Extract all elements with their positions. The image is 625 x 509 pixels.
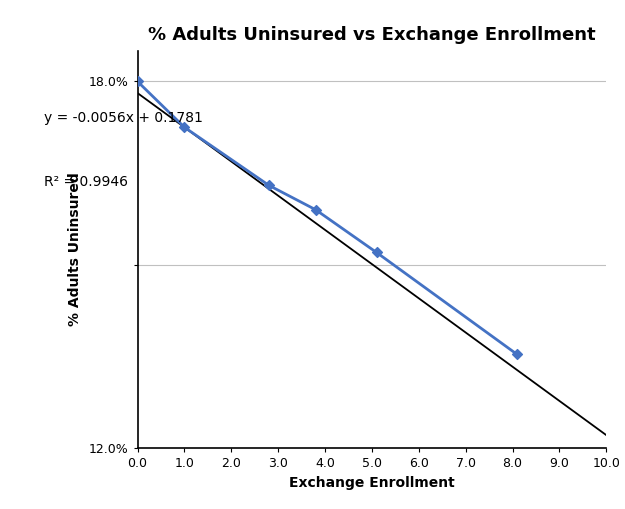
Y-axis label: % Adults Uninsured: % Adults Uninsured <box>68 173 82 326</box>
Text: R² = 0.9946: R² = 0.9946 <box>44 175 128 189</box>
Point <box>264 181 274 189</box>
Title: % Adults Uninsured vs Exchange Enrollment: % Adults Uninsured vs Exchange Enrollmen… <box>148 26 596 44</box>
Point <box>371 248 381 257</box>
Text: y = -0.0056x + 0.1781: y = -0.0056x + 0.1781 <box>44 111 202 125</box>
Point <box>512 350 522 358</box>
Point <box>132 77 142 86</box>
X-axis label: Exchange Enrollment: Exchange Enrollment <box>289 475 455 490</box>
Point <box>179 123 189 131</box>
Point <box>311 206 321 214</box>
